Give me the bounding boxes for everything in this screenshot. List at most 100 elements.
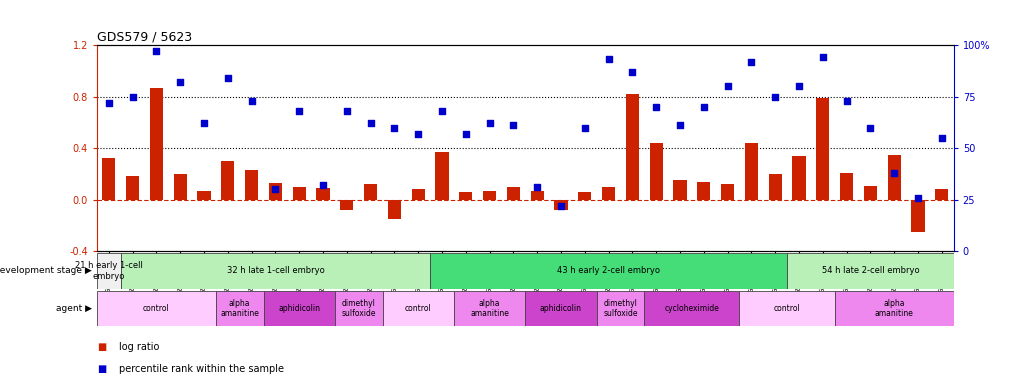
Point xyxy=(362,120,378,126)
Point xyxy=(338,108,355,114)
Bar xyxy=(102,159,115,200)
Bar xyxy=(459,192,472,200)
Bar xyxy=(340,200,353,210)
Bar xyxy=(97,253,120,289)
Bar xyxy=(412,189,424,200)
Bar xyxy=(198,190,210,200)
Point xyxy=(838,98,854,104)
Point xyxy=(647,104,663,110)
Bar xyxy=(863,186,876,200)
Text: alpha
amanitine: alpha amanitine xyxy=(470,299,508,318)
Bar xyxy=(453,291,525,326)
Bar xyxy=(525,291,596,326)
Text: dimethyl
sulfoxide: dimethyl sulfoxide xyxy=(602,299,637,318)
Point xyxy=(433,108,449,114)
Bar xyxy=(126,177,139,200)
Bar xyxy=(911,200,923,232)
Point xyxy=(148,48,164,54)
Bar xyxy=(150,87,163,200)
Point xyxy=(672,123,688,129)
Text: percentile rank within the sample: percentile rank within the sample xyxy=(119,364,284,374)
Text: alpha
amanitine: alpha amanitine xyxy=(220,299,259,318)
Text: 43 h early 2-cell embryo: 43 h early 2-cell embryo xyxy=(556,266,659,275)
Bar xyxy=(97,291,216,326)
Point xyxy=(410,131,426,137)
Text: agent ▶: agent ▶ xyxy=(56,304,92,313)
Point xyxy=(504,123,521,129)
Point xyxy=(196,120,212,126)
Bar xyxy=(316,188,329,200)
Bar xyxy=(263,291,334,326)
Bar xyxy=(435,152,448,200)
Point xyxy=(219,75,235,81)
Bar xyxy=(720,184,734,200)
Point xyxy=(861,124,877,130)
Bar xyxy=(245,170,258,200)
Text: control: control xyxy=(143,304,169,313)
Text: 32 h late 1-cell embryo: 32 h late 1-cell embryo xyxy=(226,266,324,275)
Text: alpha
amanitine: alpha amanitine xyxy=(874,299,913,318)
Text: control: control xyxy=(405,304,431,313)
Bar xyxy=(768,174,781,200)
Point xyxy=(244,98,260,104)
Bar xyxy=(530,190,543,200)
Bar xyxy=(364,184,377,200)
Bar xyxy=(578,192,591,200)
Bar xyxy=(649,143,662,200)
Text: aphidicolin: aphidicolin xyxy=(539,304,582,313)
Bar xyxy=(815,98,828,200)
Bar xyxy=(173,174,186,200)
Bar xyxy=(744,143,757,200)
Bar xyxy=(934,189,948,200)
Bar xyxy=(787,253,953,289)
Point xyxy=(576,124,592,130)
Point xyxy=(695,104,711,110)
Point xyxy=(886,170,902,176)
Bar xyxy=(644,291,739,326)
Bar xyxy=(840,172,852,200)
Point xyxy=(458,131,474,137)
Bar xyxy=(483,190,495,200)
Bar xyxy=(387,200,400,219)
Bar xyxy=(673,180,686,200)
Bar xyxy=(792,156,805,200)
Text: aphidicolin: aphidicolin xyxy=(278,304,320,313)
Bar xyxy=(430,253,787,289)
Text: 21 h early 1-cell
embryо: 21 h early 1-cell embryо xyxy=(74,261,143,280)
Bar xyxy=(292,187,306,200)
Text: GDS579 / 5623: GDS579 / 5623 xyxy=(97,30,192,43)
Point xyxy=(814,54,830,60)
Bar xyxy=(221,161,234,200)
Point xyxy=(743,58,759,64)
Bar xyxy=(506,187,520,200)
Text: ■: ■ xyxy=(97,342,106,352)
Point xyxy=(290,108,307,114)
Bar xyxy=(626,94,638,200)
Text: dimethyl
sulfoxide: dimethyl sulfoxide xyxy=(341,299,376,318)
Bar xyxy=(334,291,382,326)
Bar xyxy=(596,291,644,326)
Bar xyxy=(269,183,281,200)
Point xyxy=(552,203,569,209)
Point xyxy=(529,184,545,190)
Point xyxy=(790,83,806,89)
Bar xyxy=(216,291,263,326)
Text: development stage ▶: development stage ▶ xyxy=(0,266,92,275)
Bar xyxy=(739,291,834,326)
Text: ■: ■ xyxy=(97,364,106,374)
Bar xyxy=(120,253,430,289)
Bar xyxy=(887,154,900,200)
Point xyxy=(909,195,925,201)
Point xyxy=(124,94,141,100)
Point xyxy=(624,69,640,75)
Point xyxy=(172,79,189,85)
Text: cycloheximide: cycloheximide xyxy=(663,304,718,313)
Text: control: control xyxy=(773,304,800,313)
Point xyxy=(267,186,283,192)
Point xyxy=(766,94,783,100)
Point xyxy=(101,100,117,106)
Text: log ratio: log ratio xyxy=(119,342,160,352)
Bar xyxy=(834,291,953,326)
Point xyxy=(386,124,403,130)
Bar xyxy=(382,291,453,326)
